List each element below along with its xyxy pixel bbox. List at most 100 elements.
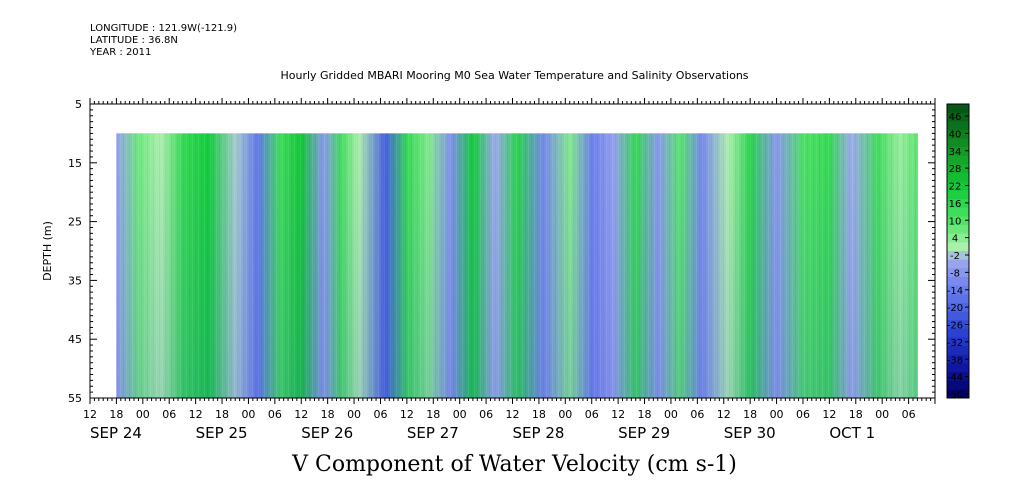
colorbar-label: 28 — [949, 164, 962, 175]
colorbar-swatch — [947, 389, 969, 399]
colorbar-swatch — [947, 233, 969, 243]
hour-tick-label: 06 — [162, 408, 176, 421]
hour-tick-label: 00 — [558, 408, 572, 421]
hour-tick-label: 00 — [241, 408, 255, 421]
date-label: SEP 30 — [724, 424, 776, 442]
hour-tick-label: 00 — [347, 408, 361, 421]
hour-tick-label: 18 — [638, 408, 652, 421]
colorbar-swatch — [947, 164, 969, 174]
hour-tick-label: 18 — [215, 408, 229, 421]
colorbar-swatch — [947, 181, 969, 191]
year-label: YEAR : 2011 — [90, 47, 152, 58]
date-label: SEP 27 — [407, 424, 459, 442]
hour-tick-label: 00 — [770, 408, 784, 421]
metadata-block: LONGITUDE : 121.9W(-121.9) LATITUDE : 36… — [90, 23, 237, 59]
hour-tick-label: 00 — [664, 408, 678, 421]
colorbar-swatch — [947, 104, 969, 114]
hour-tick-label: 06 — [585, 408, 599, 421]
latitude-label: LATITUDE : 36.8N — [90, 35, 178, 46]
colorbar-swatch — [947, 380, 969, 390]
chart-title: Hourly Gridded MBARI Mooring M0 Sea Wate… — [280, 69, 749, 82]
colorbar-label: -44 — [947, 373, 963, 384]
colorbar-label: 34 — [949, 147, 962, 158]
hour-tick-label: 18 — [849, 408, 863, 421]
date-label: SEP 28 — [513, 424, 565, 442]
colorbar-swatch — [947, 112, 969, 122]
hour-tick-label: 06 — [902, 408, 916, 421]
date-label: OCT 1 — [829, 424, 875, 442]
hour-tick-label: 06 — [479, 408, 493, 421]
colorbar-swatch — [947, 259, 969, 269]
colorbar: 46 40 34 28 22 16 10 4 -2 -8 -14 -20 -26 -32 -38 -44 -50 — [946, 103, 970, 401]
hour-tick-label: 12 — [717, 408, 731, 421]
hour-tick-label: 06 — [796, 408, 810, 421]
hour-tick-label: 18 — [109, 408, 123, 421]
hour-tick-label: 00 — [136, 408, 150, 421]
colorbar-swatch — [947, 242, 969, 252]
colorbar-swatch — [947, 147, 969, 157]
colorbar-swatch — [947, 294, 969, 304]
colorbar-label: 16 — [949, 199, 962, 210]
hour-tick-label: 12 — [506, 408, 520, 421]
hour-tick-label: 12 — [400, 408, 414, 421]
colorbar-swatch — [947, 268, 969, 278]
colorbar-swatch — [947, 354, 969, 364]
y-tick-label: 35 — [68, 274, 82, 287]
hour-tick-label: 12 — [611, 408, 625, 421]
colorbar-swatch — [947, 363, 969, 373]
hour-tick-label: 18 — [426, 408, 440, 421]
colorbar-swatch — [947, 346, 969, 356]
hour-tick-label: 06 — [268, 408, 282, 421]
colorbar-swatch — [947, 302, 969, 313]
colorbar-label: 10 — [949, 216, 962, 227]
hour-tick-label: 18 — [743, 408, 757, 421]
colorbar-swatch — [947, 199, 969, 209]
colorbar-swatch — [947, 207, 969, 217]
hour-tick-label: 12 — [822, 408, 836, 421]
colorbar-swatch — [947, 337, 969, 347]
hour-tick-label: 12 — [294, 408, 308, 421]
colorbar-label: 22 — [949, 182, 962, 193]
hour-tick-label: 12 — [83, 408, 97, 421]
longitude-label: LONGITUDE : 121.9W(-121.9) — [90, 23, 237, 34]
hour-tick-label: 00 — [875, 408, 889, 421]
axes: 12 18 00 06 12 18 00 06 12 18 00 06 12 18 00 06 12 18 00 06… — [41, 98, 936, 442]
colorbar-label: -38 — [947, 355, 963, 366]
hour-tick-label: 00 — [453, 408, 467, 421]
colorbar-swatch — [947, 216, 969, 226]
y-tick-label: 45 — [68, 333, 82, 346]
colorbar-label: -32 — [947, 338, 963, 349]
colorbar-frame — [946, 103, 970, 399]
colorbar-swatch — [947, 138, 969, 148]
hour-tick-label: 18 — [532, 408, 546, 421]
hour-tick-label: 12 — [189, 408, 203, 421]
colorbar-swatch — [947, 251, 969, 261]
y-tick-label: 55 — [68, 392, 82, 405]
colorbar-label: -26 — [947, 321, 963, 332]
colorbar-swatch — [947, 121, 969, 131]
colorbar-swatch — [947, 190, 969, 200]
y-tick-label: 15 — [68, 157, 82, 170]
y-tick-label: 5 — [75, 98, 82, 111]
colorbar-swatch — [947, 129, 969, 140]
colorbar-label: 40 — [949, 129, 962, 140]
colorbar-swatch — [947, 320, 969, 330]
colorbar-label: 4 — [952, 234, 958, 245]
date-label: SEP 29 — [618, 424, 670, 442]
colorbar-swatch — [947, 155, 969, 166]
date-label: SEP 26 — [301, 424, 353, 442]
colorbar-swatch — [947, 328, 969, 338]
colorbar-swatch — [947, 285, 969, 295]
colorbar-label: -2 — [950, 251, 960, 262]
colorbar-swatch — [947, 225, 969, 235]
colorbar-swatch — [947, 276, 969, 287]
colorbar-label: -8 — [950, 268, 960, 279]
colorbar-label: -20 — [947, 303, 963, 314]
date-label: SEP 24 — [90, 424, 142, 442]
variable-label: V Component of Water Velocity (cm s-1) — [292, 452, 737, 477]
colorbar-label: 46 — [949, 112, 962, 123]
colorbar-label: -50 — [947, 390, 963, 401]
hour-tick-label: 18 — [321, 408, 335, 421]
colorbar-swatch — [947, 372, 969, 382]
